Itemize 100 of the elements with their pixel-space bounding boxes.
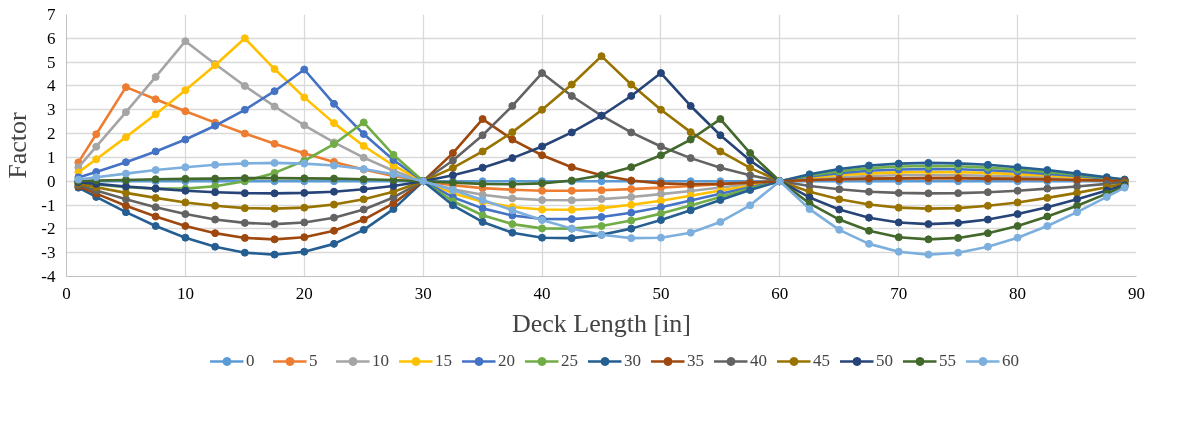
point xyxy=(954,218,963,227)
point xyxy=(538,224,547,233)
point xyxy=(478,115,487,124)
point xyxy=(983,188,992,197)
point xyxy=(330,161,338,170)
point xyxy=(983,201,992,210)
point xyxy=(508,135,517,144)
point xyxy=(567,91,576,100)
point xyxy=(151,72,160,81)
point xyxy=(330,200,338,209)
point xyxy=(181,135,190,144)
point xyxy=(716,131,725,140)
point xyxy=(121,208,130,217)
point xyxy=(151,95,160,104)
point xyxy=(954,248,963,257)
point xyxy=(359,141,368,150)
point xyxy=(627,192,636,201)
point xyxy=(359,215,368,224)
point xyxy=(954,189,963,198)
point xyxy=(627,163,636,172)
point xyxy=(359,205,368,214)
point xyxy=(686,128,695,137)
point xyxy=(686,135,695,144)
point xyxy=(835,205,844,214)
point xyxy=(538,69,547,78)
point xyxy=(716,196,725,205)
point xyxy=(151,166,160,175)
point xyxy=(300,218,309,227)
point xyxy=(894,188,903,197)
point xyxy=(121,133,130,142)
point xyxy=(448,171,457,180)
point xyxy=(983,242,992,251)
point xyxy=(597,177,606,186)
point xyxy=(151,193,160,202)
y-tick-label: 4 xyxy=(47,76,56,96)
x-tick-label: 0 xyxy=(62,283,71,303)
y-tick-label: 6 xyxy=(47,28,56,48)
point xyxy=(330,226,338,235)
x-tick-label: 70 xyxy=(890,283,908,303)
x-tick-label: 90 xyxy=(1128,283,1145,303)
point xyxy=(656,196,665,205)
point xyxy=(211,242,220,251)
point xyxy=(240,105,249,114)
point xyxy=(627,128,636,137)
point xyxy=(478,131,487,140)
point xyxy=(627,80,636,89)
point xyxy=(270,65,279,74)
point xyxy=(270,158,279,167)
point xyxy=(508,194,517,203)
point xyxy=(508,206,517,215)
point xyxy=(894,233,903,242)
point xyxy=(508,101,517,110)
point xyxy=(508,220,517,229)
point xyxy=(538,186,547,195)
point xyxy=(567,234,576,243)
point xyxy=(181,233,190,242)
point xyxy=(121,169,130,178)
point xyxy=(359,130,368,139)
y-tick-label: 1 xyxy=(47,147,56,167)
point xyxy=(924,204,933,213)
point xyxy=(359,195,368,204)
point xyxy=(894,247,903,256)
point xyxy=(330,119,338,128)
point xyxy=(1013,222,1022,230)
point xyxy=(835,185,844,194)
point xyxy=(656,190,665,199)
point xyxy=(240,204,249,213)
point xyxy=(686,228,695,237)
x-axis-title: Deck Length [in] xyxy=(511,308,692,338)
point xyxy=(478,147,487,156)
point xyxy=(121,188,130,197)
point xyxy=(270,102,279,111)
point xyxy=(597,52,606,61)
x-tick-label: 30 xyxy=(414,283,432,303)
legend-label: 30 xyxy=(624,351,642,371)
point xyxy=(300,203,309,212)
point xyxy=(894,218,903,227)
point xyxy=(686,101,695,110)
point xyxy=(270,87,279,96)
point xyxy=(151,222,160,230)
point xyxy=(805,205,814,214)
x-tick-label: 40 xyxy=(533,283,551,303)
x-tick-label: 60 xyxy=(771,283,789,303)
point xyxy=(597,204,606,213)
x-tick-label: 20 xyxy=(295,283,313,303)
legend-label: 15 xyxy=(435,351,453,371)
point xyxy=(656,233,665,242)
point xyxy=(448,156,457,165)
point xyxy=(865,187,873,196)
point xyxy=(538,205,547,214)
point xyxy=(121,108,130,117)
point xyxy=(240,159,249,168)
point xyxy=(300,65,309,74)
point xyxy=(567,196,576,205)
point xyxy=(121,83,130,92)
point xyxy=(686,206,695,215)
point xyxy=(716,147,725,156)
point xyxy=(211,229,220,238)
point xyxy=(835,195,844,204)
legend-label: 10 xyxy=(372,351,390,371)
